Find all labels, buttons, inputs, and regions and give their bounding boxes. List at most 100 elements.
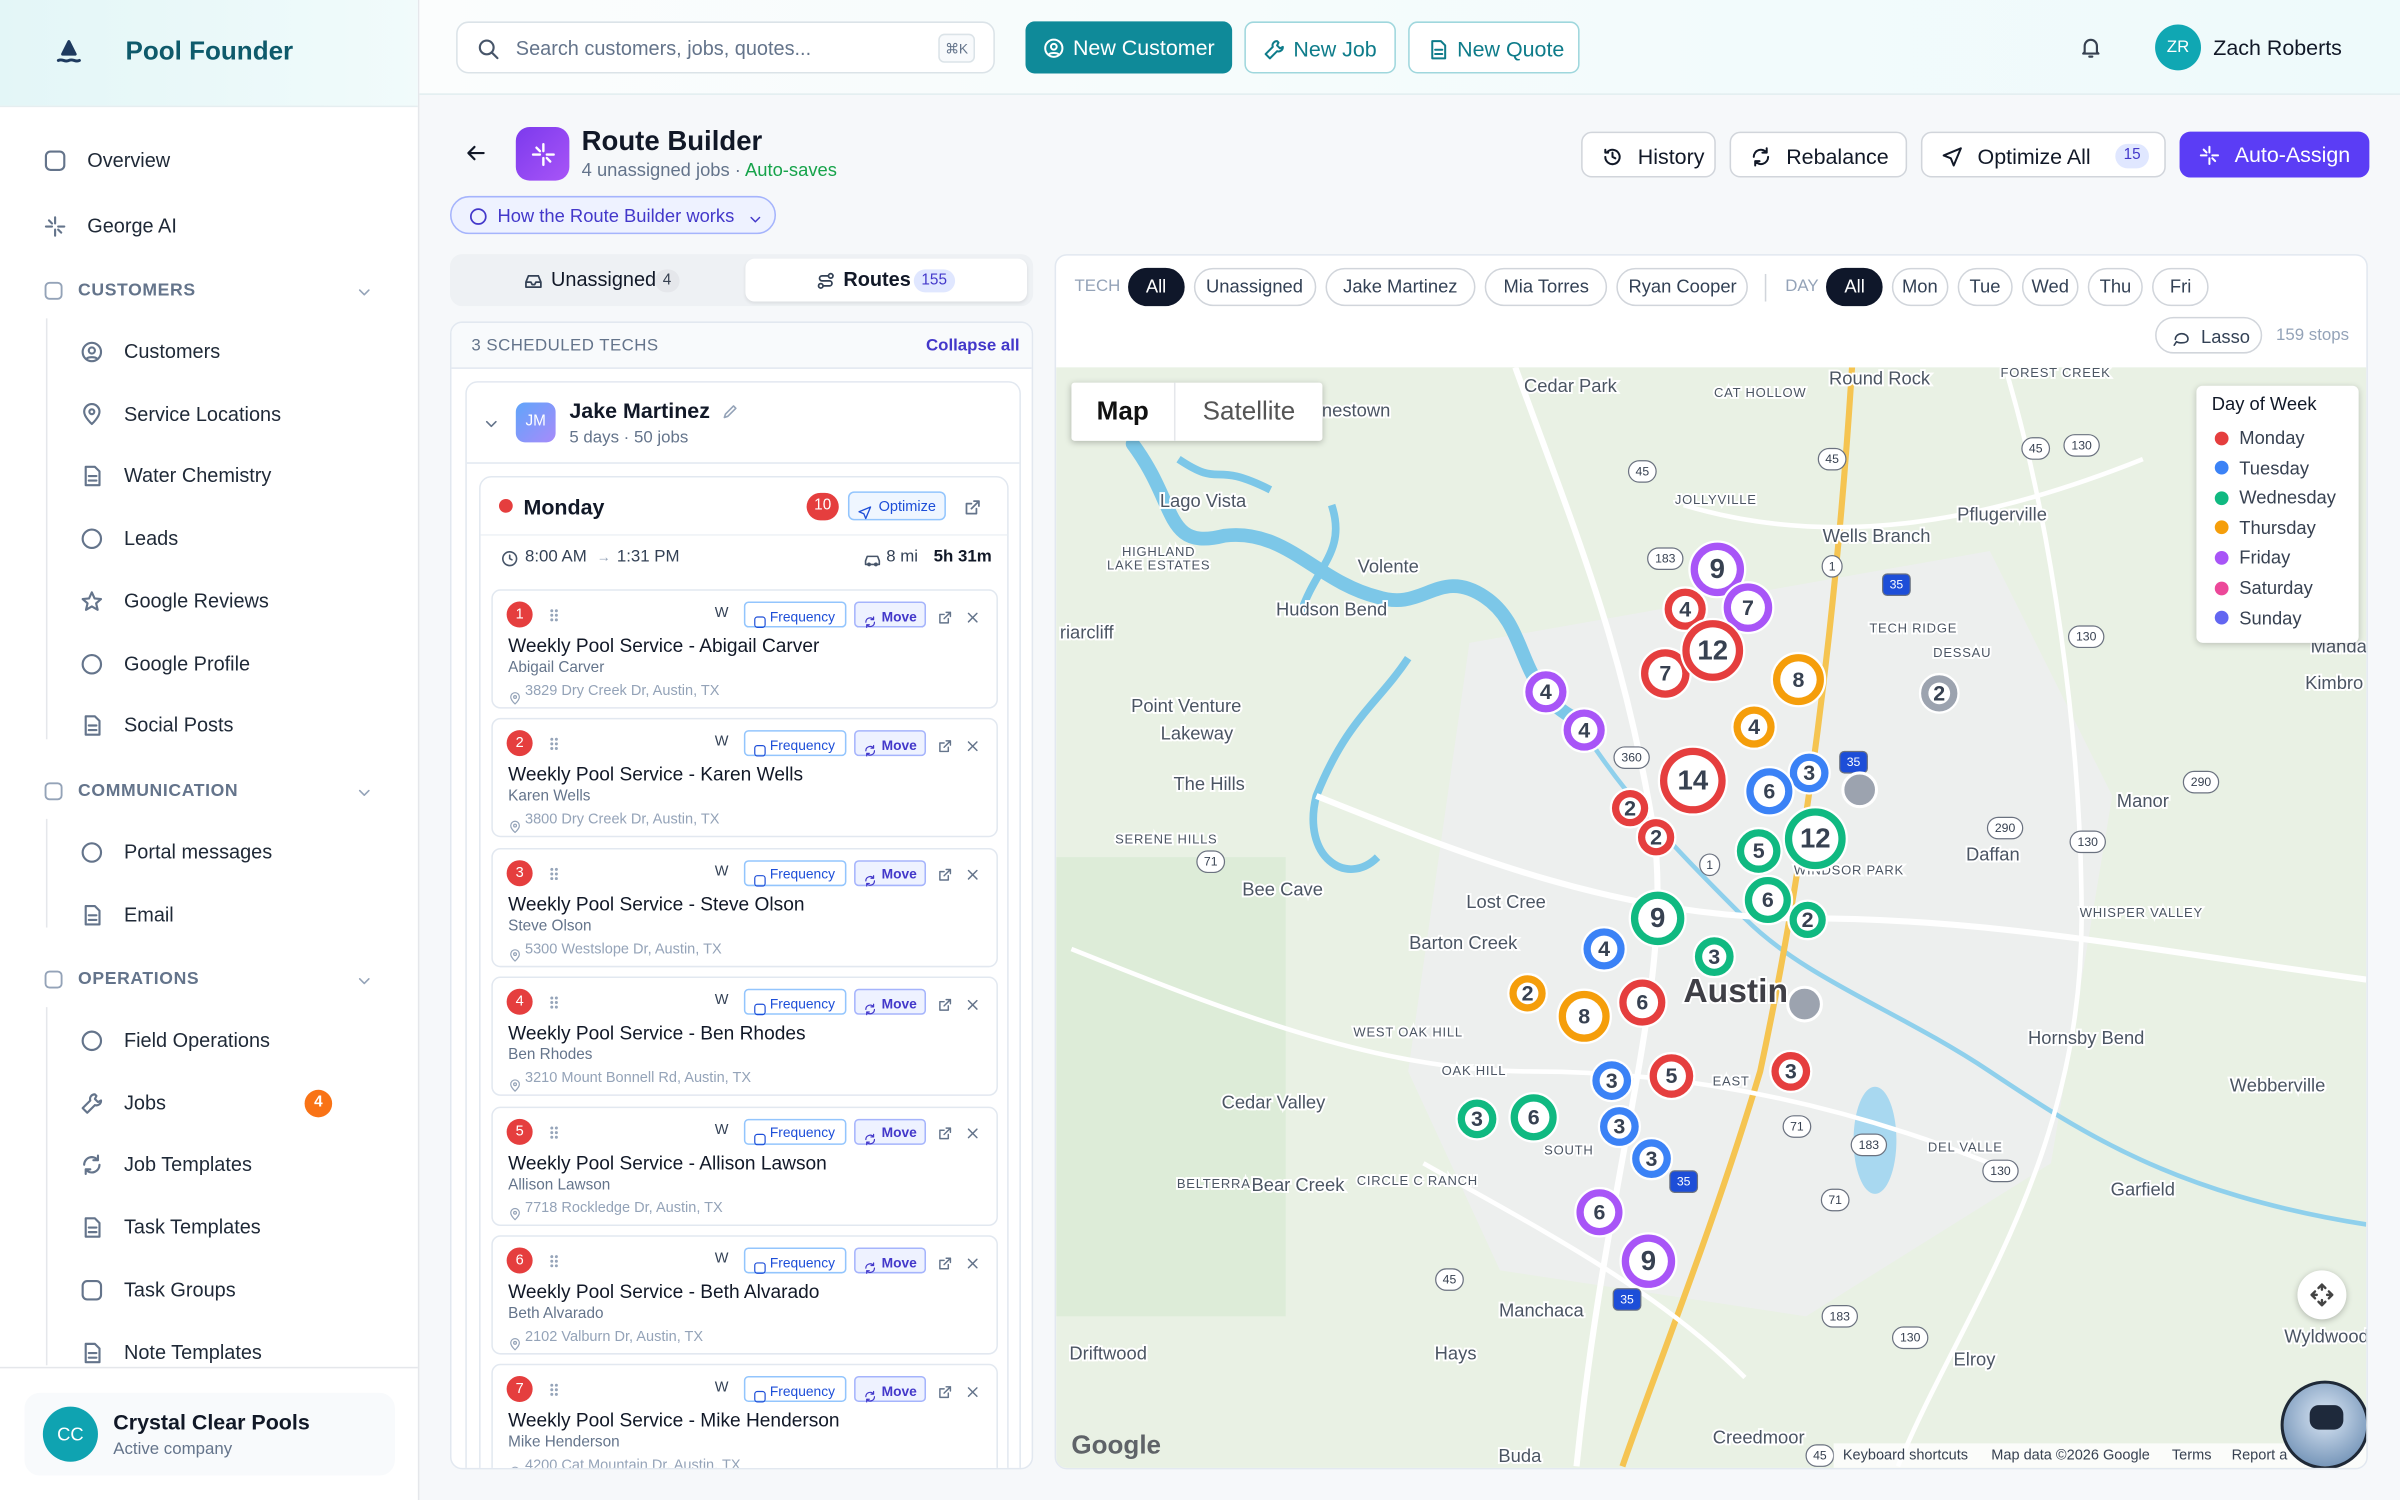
search-box[interactable]: Search customers, jobs, quotes... ⌘K — [456, 21, 995, 74]
nav-item[interactable]: Job Templates — [123, 1153, 252, 1177]
filter-chip[interactable]: Ryan Cooper — [1616, 267, 1749, 307]
company-card[interactable]: CC Crystal Clear Pools Active company — [24, 1392, 395, 1476]
filter-chip[interactable]: Thu — [2087, 267, 2144, 307]
action-button[interactable]: History — [1581, 131, 1716, 178]
fullscreen-button[interactable] — [2297, 1270, 2347, 1320]
cluster-core — [1730, 590, 1765, 625]
nav-item[interactable]: Water Chemistry — [123, 464, 272, 488]
nav-item[interactable]: Portal messages — [123, 840, 273, 864]
nav-item[interactable]: Note Templates — [123, 1340, 262, 1363]
icon — [857, 500, 872, 519]
job-card[interactable]: 6 W Frequency Move Weekly Pool Service - Bet… — [491, 1235, 998, 1355]
nav-item[interactable]: Email — [123, 902, 174, 926]
user-avatar[interactable]: ZR — [2155, 24, 2202, 71]
icon — [752, 1126, 766, 1145]
frequency-button[interactable]: Frequency — [743, 1376, 847, 1404]
move-button[interactable]: Move — [854, 1376, 927, 1404]
job-card[interactable]: 7 W Frequency Move Weekly Pool Service - Mik… — [491, 1364, 998, 1468]
move-button[interactable]: Move — [854, 859, 927, 887]
filter-chip[interactable]: Wed — [2022, 267, 2079, 307]
nav-item[interactable]: Google Profile — [123, 651, 251, 675]
map-canvas[interactable]: Cedar Park Round Rock FOREST CREEK CAT HOLL… — [1056, 367, 2367, 1469]
section-header[interactable]: CUSTOMERS — [78, 281, 196, 300]
cluster-core — [1796, 909, 1819, 931]
move-button[interactable]: Move — [854, 601, 927, 628]
job-customer: Beth Alvarado — [508, 1305, 604, 1323]
icon — [862, 609, 876, 628]
nav-item[interactable]: Social Posts — [123, 713, 234, 737]
nav-item[interactable]: Customers — [123, 339, 221, 363]
lasso-button[interactable]: Lasso — [2155, 316, 2263, 354]
collapse-all[interactable]: Collapse all — [926, 336, 1020, 356]
job-card[interactable]: 2 W Frequency Move Weekly Pool Service - Kar… — [491, 718, 998, 838]
nav-item[interactable]: Field Operations — [123, 1028, 270, 1052]
job-card[interactable]: 5 W Frequency Move Weekly Pool Service - All… — [491, 1106, 998, 1226]
filter-chip[interactable]: Jake Martinez — [1324, 267, 1476, 307]
filter-chip[interactable]: All — [1128, 267, 1185, 307]
job-title: Weekly Pool Service - Beth Alvarado — [508, 1281, 820, 1303]
frequency-button[interactable]: Frequency — [743, 859, 847, 887]
section-header[interactable]: OPERATIONS — [78, 970, 200, 989]
lake — [1176, 455, 1412, 873]
filter-chip[interactable]: Mia Torres — [1484, 267, 1608, 307]
icon — [964, 735, 981, 752]
tab[interactable]: Unassigned 4 — [456, 259, 738, 302]
tab[interactable]: Routes 155 — [745, 258, 1028, 302]
top-button[interactable]: New Customer — [1025, 21, 1233, 74]
nav-item[interactable]: Service Locations — [123, 402, 282, 426]
road-shield — [2067, 625, 2105, 649]
filter-chip[interactable]: Unassigned — [1193, 267, 1316, 307]
nav-item[interactable]: George AI — [87, 214, 177, 238]
move-button[interactable]: Move — [854, 1247, 927, 1274]
nav-item[interactable]: Overview — [87, 148, 171, 172]
optimize-button[interactable]: Optimize — [847, 491, 946, 521]
road-shield-label: 290 — [2191, 775, 2212, 789]
job-address: 5300 Westslope Dr, Austin, TX — [524, 941, 722, 958]
filter-chip[interactable]: All — [1826, 267, 1883, 307]
assistant-avatar[interactable] — [2280, 1380, 2367, 1468]
move-button[interactable]: Move — [854, 730, 927, 758]
view-button[interactable]: Map — [1071, 382, 1176, 441]
nav-item[interactable]: Google Reviews — [123, 588, 269, 612]
sidebar: Pool Founder Overview George AI CUSTOMERS Cu… — [0, 0, 420, 1500]
frequency-label: Frequency — [769, 737, 835, 753]
top-button[interactable]: New Quote — [1408, 21, 1580, 74]
top-button[interactable]: New Job — [1244, 21, 1396, 74]
frequency-button[interactable]: Frequency — [743, 989, 847, 1016]
section-header[interactable]: COMMUNICATION — [78, 782, 239, 801]
frequency-button[interactable]: Frequency — [743, 1247, 847, 1274]
frequency-button[interactable]: Frequency — [743, 601, 847, 628]
icon — [545, 863, 563, 881]
job-card[interactable]: 3 W Frequency Move Weekly Pool Service - Ste… — [491, 847, 998, 968]
place-label: Hornsby Bend — [2028, 1027, 2144, 1048]
filter-chip[interactable]: Mon — [1891, 267, 1948, 307]
nav-item[interactable]: Task Templates — [123, 1215, 261, 1239]
cluster-count: 9 — [1641, 1245, 1656, 1276]
cluster-core — [1638, 898, 1678, 938]
lake — [1125, 436, 1584, 727]
tab-label: Routes — [843, 267, 911, 291]
move-button[interactable]: Move — [854, 1118, 927, 1145]
view-button[interactable]: Satellite — [1202, 396, 1296, 426]
nav-item[interactable]: Jobs — [123, 1090, 167, 1114]
road-shield-label: 71 — [1828, 1193, 1842, 1207]
frequency-button[interactable]: Frequency — [743, 1118, 847, 1145]
move-button[interactable]: Move — [854, 989, 927, 1016]
nav-item[interactable]: Task Groups — [123, 1277, 236, 1301]
road-shield-label: 130 — [1900, 1331, 1921, 1345]
help-pill[interactable]: How the Route Builder works — [449, 195, 777, 235]
job-card[interactable]: 1 W Frequency Move Weekly Pool Service - Abi… — [491, 589, 998, 709]
icon — [545, 1121, 563, 1139]
nav-item[interactable]: Leads — [123, 526, 179, 550]
action-button[interactable]: Auto-Assign — [2179, 131, 2370, 178]
action-button[interactable]: Rebalance — [1729, 131, 1908, 178]
optimize-label: Optimize — [878, 498, 936, 516]
action-label: History — [1637, 143, 1705, 169]
move-label: Move — [881, 1383, 917, 1399]
filter-chip[interactable]: Tue — [1957, 267, 2014, 307]
frequency-button[interactable]: Frequency — [743, 730, 847, 758]
action-button[interactable]: Optimize All 15 — [1920, 131, 2166, 178]
icon — [43, 781, 64, 802]
job-card[interactable]: 4 W Frequency Move Weekly Pool Service - Ben… — [491, 976, 998, 1097]
filter-chip[interactable]: Fri — [2152, 267, 2209, 307]
